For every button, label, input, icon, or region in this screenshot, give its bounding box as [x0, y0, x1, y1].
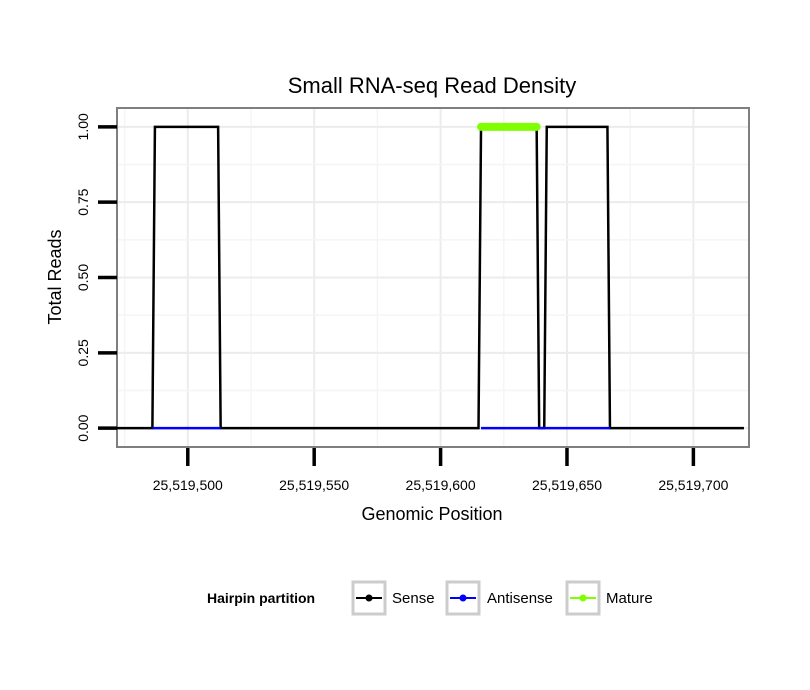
- y-tick-label: 0.50: [75, 264, 91, 291]
- legend-label: Sense: [392, 590, 435, 607]
- y-tick-label: 1.00: [75, 113, 91, 140]
- y-axis: 0.00 0.25 0.50 0.75 1.00: [75, 113, 117, 442]
- chart-title: Small RNA-seq Read Density: [288, 73, 577, 98]
- x-tick-label: 25,519,600: [406, 477, 476, 493]
- legend-key-point: [365, 594, 373, 602]
- x-tick-label: 25,519,550: [279, 477, 349, 493]
- x-tick-label: 25,519,500: [153, 477, 223, 493]
- y-axis-title: Total Reads: [45, 229, 65, 324]
- x-tick-label: 25,519,700: [658, 477, 728, 493]
- legend-label: Mature: [606, 590, 653, 607]
- x-axis-title: Genomic Position: [361, 504, 502, 524]
- y-tick-label: 0.75: [75, 188, 91, 215]
- legend: Hairpin partition Sense Antisense Mature: [207, 580, 653, 616]
- y-tick-label: 0.25: [75, 339, 91, 366]
- y-tick-label: 0.00: [75, 414, 91, 441]
- grid: [117, 108, 749, 447]
- legend-key-point: [459, 594, 467, 602]
- series-layer: [117, 122, 744, 430]
- legend-key-point: [579, 594, 587, 602]
- legend-label: Antisense: [487, 590, 553, 607]
- x-axis: 25,519,500 25,519,550 25,519,600 25,519,650…: [153, 448, 729, 493]
- x-tick-label: 25,519,650: [532, 477, 602, 493]
- legend-title: Hairpin partition: [207, 590, 315, 606]
